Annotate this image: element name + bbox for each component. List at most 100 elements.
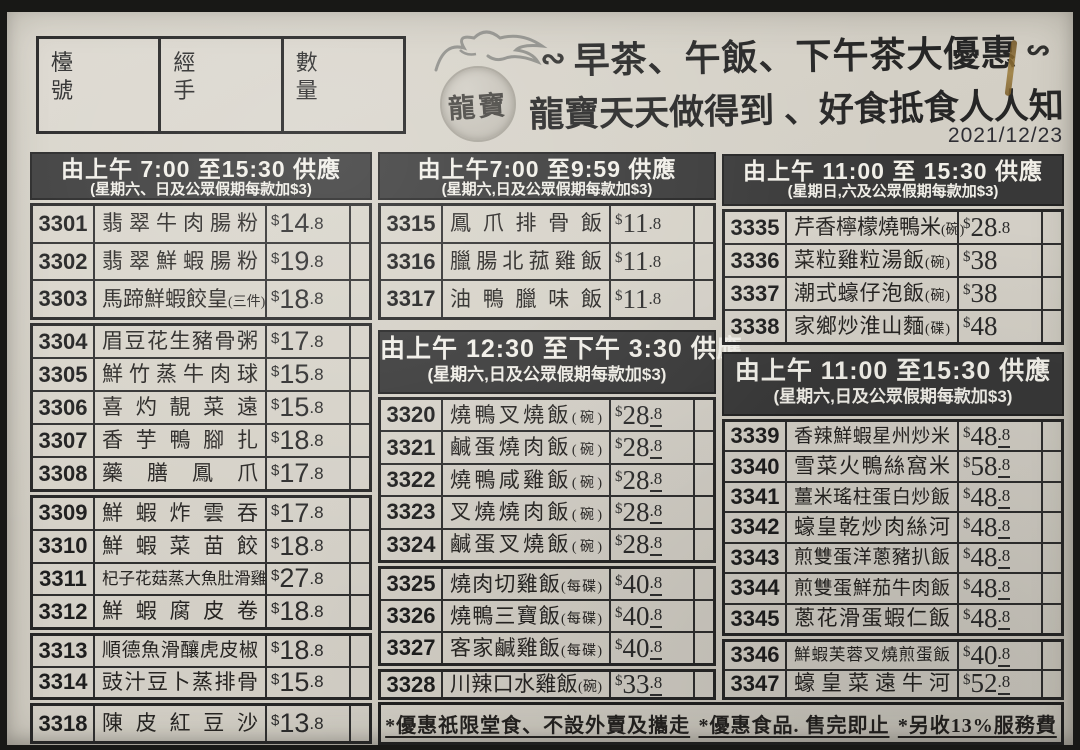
menu-item-row: 3324 鹹蛋叉燒飯(碗) $28.8 bbox=[381, 527, 713, 561]
item-number: 3342 bbox=[725, 513, 787, 542]
menu-group: 3313 順德魚滑釀虎皮椒 $18.8 3314 豉汁豆卜蒸排骨 $15.8 bbox=[30, 633, 372, 700]
item-number: 3341 bbox=[725, 482, 787, 512]
quantity-write-in-cell bbox=[1041, 278, 1061, 309]
item-name-line: 燒鴨三寶飯(每碟) bbox=[450, 605, 602, 627]
price-integer: 48 bbox=[970, 481, 998, 512]
item-name-cell: 香芋鴨腳扎 bbox=[95, 425, 265, 456]
item-number: 3323 bbox=[381, 497, 443, 528]
logo-seal: 龍寶 bbox=[440, 66, 516, 142]
item-price: $40.8 bbox=[609, 569, 693, 599]
price-integer: 48 bbox=[970, 311, 998, 341]
item-price: $14.8 bbox=[265, 206, 349, 242]
menu-group: 3325 燒肉切雞飯(每碟) $40.8 3326 燒鴨三寶飯(每碟) $40.8 3327… bbox=[378, 566, 716, 666]
price-integer: 28 bbox=[622, 399, 650, 430]
menu-group: 3304 眉豆花生豬骨粥 $17.8 3305 鮮竹蒸牛肉球 $15.8 3306 喜灼靚菜遠… bbox=[30, 323, 372, 492]
item-name-cell: 鮮蝦芙蓉叉燒煎蛋飯 bbox=[787, 642, 957, 669]
item-name-cell: 燒鴨咸雞飯(碗) bbox=[443, 465, 609, 495]
item-name-line: 翡翠鮮蝦腸粉 bbox=[102, 251, 258, 272]
price-integer: 18 bbox=[279, 596, 310, 627]
item-price: $28.8 bbox=[609, 497, 693, 528]
menu-column-middle-1: 3315 鳳爪排骨飯 $11.8 3316 臘腸北菰雞飯 $11.8 3317 油鴨臘味飯 $1… bbox=[378, 203, 716, 320]
price-integer: 15 bbox=[279, 359, 310, 389]
item-name-cell: 蠔皇乾炒肉絲河 bbox=[787, 513, 957, 541]
item-name-cell: 翡翠鮮蝦腸粉 bbox=[95, 244, 265, 280]
item-note: (碗) bbox=[925, 256, 951, 271]
item-price: $11.8 bbox=[609, 281, 693, 318]
item-name-cell: 鮮蝦菜苗餃 bbox=[95, 531, 265, 562]
price-decimal: .8 bbox=[309, 397, 324, 417]
quantity-header-cell: 數量 bbox=[284, 39, 403, 131]
menu-item-row: 3338 家鄉炒淮山麵(碟) $48 bbox=[725, 309, 1061, 342]
price-decimal: .8 bbox=[997, 425, 1011, 448]
price-decimal: .8 bbox=[649, 673, 663, 696]
menu-item-row: 3312 鮮蝦腐皮卷 $18.8 bbox=[33, 594, 369, 627]
item-name-text: 芹香檸檬燒鴨米 bbox=[794, 215, 941, 239]
price-decimal: .8 bbox=[309, 640, 324, 660]
price-decimal: .8 bbox=[997, 455, 1011, 479]
menu-column-right-1: 3335 芹香檸檬燒鴨米(碗) $28.8 3336 菜粒雞粒湯飯(碗) $38 3337 潮… bbox=[722, 209, 1064, 345]
item-name-cell: 燒鴨叉燒飯(碗) bbox=[443, 400, 609, 430]
item-number: 3304 bbox=[33, 326, 95, 357]
item-name-cell: 煎雙蛋洋蔥豬扒飯 bbox=[787, 544, 957, 572]
quantity-write-in-cell bbox=[693, 529, 713, 561]
item-price: $19.8 bbox=[265, 243, 349, 280]
item-name-text: 香辣鮮蝦星州炒米 bbox=[794, 425, 950, 447]
item-name-line: 油鴨臘味飯 bbox=[450, 288, 602, 310]
menu-item-row: 3323 叉燒燒肉飯(碗) $28.8 bbox=[381, 495, 713, 528]
quantity-write-in-cell bbox=[693, 206, 713, 242]
price-integer: 18 bbox=[279, 635, 310, 666]
price-integer: 17 bbox=[279, 497, 310, 528]
currency-symbol: $ bbox=[271, 639, 280, 657]
price-decimal: .8 bbox=[997, 217, 1011, 237]
item-number: 3345 bbox=[725, 604, 787, 633]
item-price: $15.8 bbox=[265, 666, 349, 697]
dragon-icon bbox=[434, 30, 548, 72]
price-integer: 14 bbox=[279, 208, 310, 239]
price-decimal: .8 bbox=[309, 213, 324, 233]
currency-symbol: $ bbox=[963, 515, 971, 532]
currency-symbol: $ bbox=[615, 403, 623, 420]
menu-item-row: 3321 鹹蛋燒肉飯(碗) $28.8 bbox=[381, 430, 713, 463]
menu-group: 3346 鮮蝦芙蓉叉燒煎蛋飯 $40.8 3347 蠔皇菜遠牛河 $52.8 bbox=[722, 639, 1064, 700]
item-number: 3346 bbox=[725, 642, 787, 669]
item-name-line: 喜灼靚菜遠 bbox=[102, 397, 258, 418]
menu-column-middle-2: 3320 燒鴨叉燒飯(碗) $28.8 3321 鹹蛋燒肉飯(碗) $28.8 3322 燒鴨… bbox=[378, 397, 716, 700]
price-decimal: .8 bbox=[997, 577, 1011, 600]
section-surcharge-middle-2: (星期六,日及公眾假期每款加$3) bbox=[427, 364, 667, 384]
item-price: $15.8 bbox=[265, 359, 349, 390]
price-decimal: .8 bbox=[309, 713, 324, 733]
currency-symbol: $ bbox=[271, 330, 280, 347]
item-name-line: 豉汁豆卜蒸排骨 bbox=[102, 671, 258, 693]
item-name-text: 鮮蝦菜苗餃 bbox=[102, 533, 258, 558]
item-name-text: 潮式蠔仔泡飯 bbox=[794, 281, 926, 305]
item-name-line: 藥膳鳳爪 bbox=[102, 463, 258, 484]
menu-item-row: 3343 煎雙蛋洋蔥豬扒飯 $48.8 bbox=[725, 541, 1061, 573]
menu-item-row: 3345 蔥花滑蛋蝦仁飯 $48.8 bbox=[725, 602, 1061, 633]
item-name-line: 家鄉炒淮山麵(碟) bbox=[794, 316, 950, 337]
item-number: 3316 bbox=[381, 243, 443, 280]
price-decimal: .8 bbox=[649, 404, 663, 427]
menu-item-row: 3314 豉汁豆卜蒸排骨 $15.8 bbox=[33, 665, 369, 697]
logo-text: 龍寶 bbox=[447, 89, 510, 124]
currency-symbol: $ bbox=[615, 572, 623, 589]
item-name-cell: 臘腸北菰雞飯 bbox=[443, 244, 609, 280]
item-name-line: 蔥花滑蛋蝦仁飯 bbox=[794, 608, 950, 629]
item-price: $40.8 bbox=[609, 633, 693, 663]
item-name-line: 蠔皇菜遠牛河 bbox=[794, 673, 950, 694]
menu-item-row: 3304 眉豆花生豬骨粥 $17.8 bbox=[33, 326, 369, 357]
quantity-write-in-cell bbox=[693, 569, 713, 599]
item-name-cell: 薑米瑤柱蛋白炒飯 bbox=[787, 483, 957, 511]
section-time-right-1: 由上午 11:00 至 15:30 供應 bbox=[743, 158, 1043, 184]
item-name-text: 順德魚滑釀虎皮椒 bbox=[102, 640, 258, 662]
item-note: (每碟) bbox=[561, 579, 602, 595]
table-number-cell: 檯號 bbox=[39, 39, 162, 131]
price-integer: 18 bbox=[279, 530, 310, 561]
item-name-text: 臘腸北菰雞飯 bbox=[450, 249, 602, 273]
item-price: $28.8 bbox=[957, 212, 1041, 243]
item-name-line: 叉燒燒肉飯(碗) bbox=[450, 501, 602, 523]
price-decimal: .8 bbox=[648, 213, 662, 233]
price-integer: 15 bbox=[279, 666, 310, 697]
price-integer: 48 bbox=[970, 511, 998, 542]
menu-group: 3328 川辣口水雞飯(碗) $33.8 bbox=[378, 669, 716, 700]
price-integer: 19 bbox=[279, 246, 310, 276]
